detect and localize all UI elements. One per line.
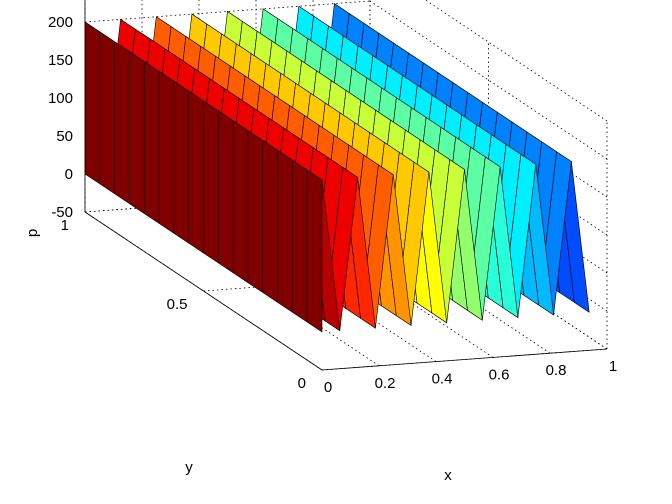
y-tick-label: 0.5	[167, 296, 188, 313]
x-tick-label: 0.6	[489, 366, 510, 383]
axis-line	[84, 211, 323, 371]
x-tick-label: 0.2	[375, 375, 396, 392]
z-tick-label: -50	[51, 204, 73, 221]
z-tick-label: 50	[56, 128, 73, 145]
z-tick-label: 200	[48, 14, 73, 31]
surface	[84, 2, 590, 333]
z-tick-label: 100	[48, 90, 73, 107]
y-tick-label: 0	[298, 375, 306, 392]
y-axis-label: y	[185, 459, 193, 476]
axes-box	[84, 0, 608, 371]
x-tick-label: 0	[324, 379, 332, 396]
x-tick-label: 1	[609, 358, 617, 375]
x-axis-label: x	[444, 467, 452, 484]
z-tick-label: 0	[65, 166, 73, 183]
z-tick-label: 150	[48, 52, 73, 69]
z-axis-label: p	[24, 229, 41, 237]
y-tick-label: 1	[61, 217, 69, 234]
axis-line	[321, 348, 608, 371]
x-tick-label: 0.8	[546, 362, 567, 379]
x-tick-label: 0.4	[432, 371, 453, 388]
